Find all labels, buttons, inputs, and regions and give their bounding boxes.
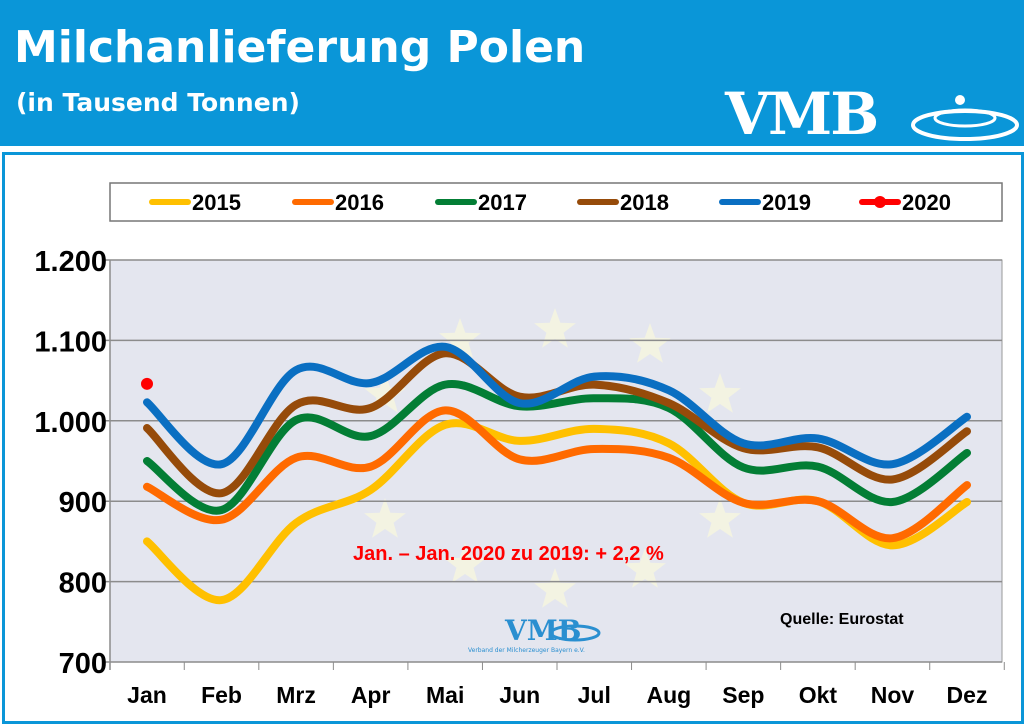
watermark-subtitle: Verband der Milcherzeuger Bayern e.V.: [468, 647, 585, 654]
x-tick-label: Jul: [578, 682, 611, 708]
page-subtitle: (in Tausend Tonnen): [16, 88, 300, 117]
watermark-logo: VMB: [504, 614, 581, 647]
series-line-2018: [143, 349, 971, 498]
y-tick-label: 800: [59, 568, 107, 600]
x-tick-label: Dez: [947, 682, 988, 708]
page-title: Milchanlieferung Polen: [14, 22, 586, 73]
legend-label-2017: 2017: [478, 190, 527, 215]
eu-star-icon: [534, 308, 576, 348]
x-tick-label: Apr: [351, 682, 391, 708]
eu-star-icon: [699, 498, 741, 538]
x-tick-label: Jan: [127, 682, 167, 708]
legend-label-2020: 2020: [902, 190, 951, 215]
legend-label-2018: 2018: [620, 190, 669, 215]
vmb-swirl-icon: [911, 95, 1019, 141]
legend-marker-2020: [874, 196, 886, 208]
eu-star-icon: [534, 568, 576, 608]
y-tick-label: 700: [59, 648, 107, 680]
legend-box: [109, 182, 1003, 222]
annotation: Jan. – Jan. 2020 zu 2019: + 2,2 %: [353, 543, 664, 565]
series-line-2017: [143, 379, 971, 515]
data-point-2020: [141, 377, 153, 390]
eu-star-icon: [444, 543, 486, 583]
series-line-2016: [143, 406, 971, 543]
eu-star-icon: [624, 548, 666, 588]
legend-label-2015: 2015: [192, 190, 241, 215]
eu-star-icon: [364, 373, 406, 413]
x-tick-label: Mrz: [276, 682, 316, 708]
legend-label-2019: 2019: [762, 190, 811, 215]
y-tick-label: 900: [59, 487, 107, 519]
eu-star-icon: [699, 373, 741, 413]
x-tick-label: Okt: [799, 682, 838, 708]
source-label: Quelle: Eurostat: [780, 611, 904, 628]
eu-star-icon: [439, 318, 481, 358]
eu-star-icon: [364, 498, 406, 538]
x-tick-label: Sep: [722, 682, 764, 708]
series-line-2019: [143, 342, 971, 469]
y-tick-label: 1.000: [34, 407, 107, 439]
watermark-swirl-icon: [549, 624, 601, 642]
vmb-logo: VMB: [725, 80, 879, 148]
legend-label-2016: 2016: [335, 190, 384, 215]
x-tick-label: Jun: [499, 682, 540, 708]
x-tick-label: Mai: [426, 682, 464, 708]
y-tick-label: 1.100: [34, 326, 107, 358]
eu-star-icon: [629, 323, 671, 363]
header-banner: Milchanlieferung Polen (in Tausend Tonne…: [0, 0, 1024, 148]
x-tick-label: Nov: [871, 682, 915, 708]
x-tick-label: Aug: [646, 682, 691, 708]
y-tick-label: 1.200: [34, 246, 107, 278]
x-tick-label: Feb: [201, 682, 242, 708]
